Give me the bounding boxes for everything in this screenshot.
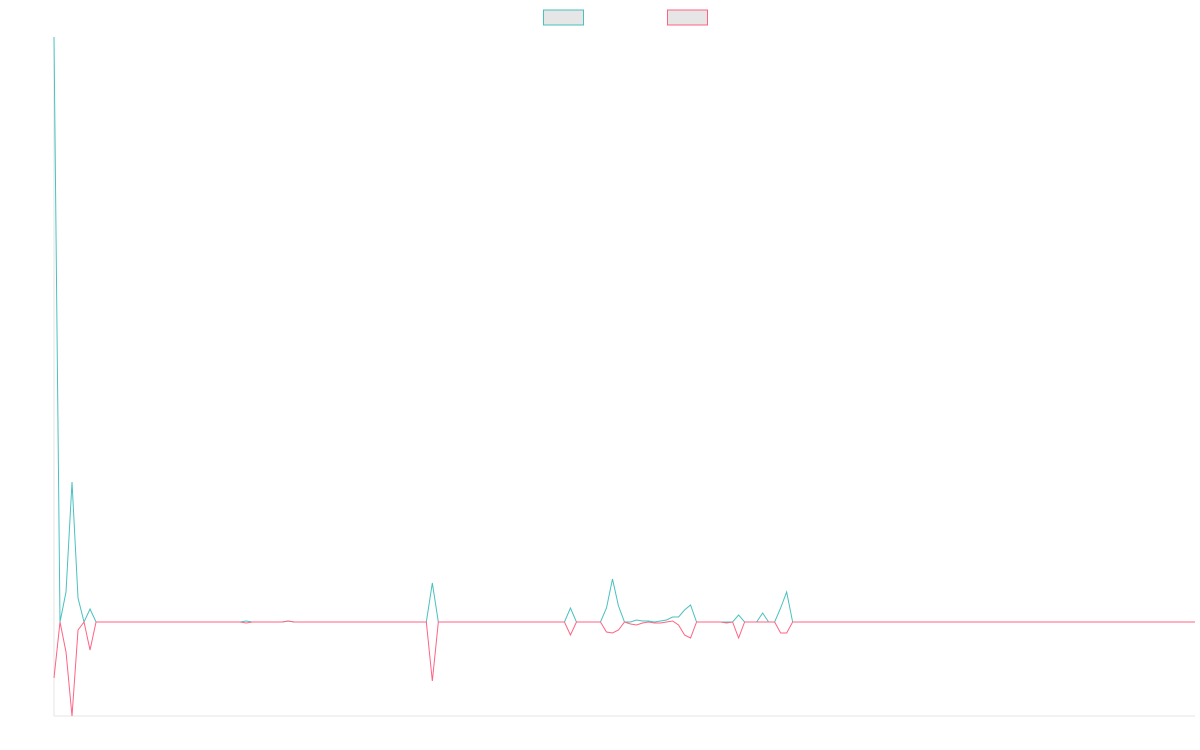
data-line — [53, 620, 1195, 717]
data-line — [53, 36, 1195, 624]
legend-swatch — [543, 9, 584, 26]
legend-swatch — [667, 9, 708, 26]
